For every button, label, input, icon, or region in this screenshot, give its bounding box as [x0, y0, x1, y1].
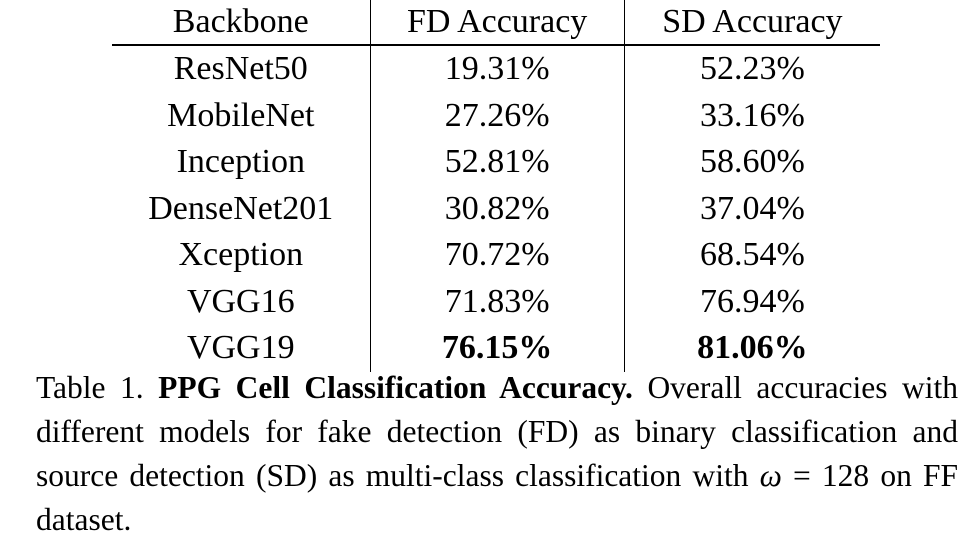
cell-backbone: Xception — [178, 236, 304, 274]
table-header-row: Backbone FD Accuracy SD Accuracy — [112, 0, 880, 46]
cell-sd-accuracy: 76.94% — [623, 278, 880, 325]
cell-sd-accuracy: 37.04% — [623, 185, 880, 232]
cell-sd-accuracy-best: 81.06% — [623, 325, 880, 372]
cell-fd-accuracy: 52.81% — [369, 139, 625, 186]
caption-title: PPG Cell Classification Accuracy. — [158, 370, 633, 405]
table-row: VGG16 71.83% 76.94% — [112, 278, 880, 325]
caption-text: Overall accuracies with different models… — [36, 370, 959, 493]
header-fd-accuracy: FD Accuracy — [369, 0, 625, 46]
table-row: ResNet50 19.31% 52.23% — [112, 45, 880, 93]
caption-text-end: = 128 on FF dataset. — [36, 458, 959, 537]
cell-sd-accuracy: 52.23% — [623, 45, 880, 93]
cell-fd-accuracy: 71.83% — [369, 278, 625, 325]
cell-fd-accuracy: 19.31% — [369, 45, 625, 93]
results-table-container: Backbone FD Accuracy SD Accuracy ResNet5… — [112, 0, 880, 372]
cell-backbone: DenseNet201 — [148, 189, 334, 227]
cell-sd-accuracy: 68.54% — [623, 232, 880, 279]
results-table: Backbone FD Accuracy SD Accuracy ResNet5… — [112, 0, 880, 372]
cell-sd-accuracy: 33.16% — [623, 92, 880, 139]
cell-backbone: MobileNet — [167, 96, 315, 134]
table-row: MobileNet 27.26% 33.16% — [112, 92, 880, 139]
caption-label: Table 1. — [36, 370, 144, 405]
table-caption: Table 1. PPG Cell Classification Accurac… — [36, 366, 958, 542]
table-row: DenseNet201 30.82% 37.04% — [112, 185, 880, 232]
header-backbone: Backbone — [112, 0, 371, 46]
cell-backbone: ResNet50 — [173, 50, 308, 88]
cell-backbone: VGG19 — [186, 329, 295, 367]
cell-fd-accuracy: 27.26% — [369, 92, 625, 139]
caption-omega-symbol: ω — [759, 458, 782, 493]
cell-backbone: VGG16 — [186, 282, 295, 320]
table-row-best: VGG19 76.15% 81.06% — [112, 325, 880, 372]
cell-sd-accuracy: 58.60% — [623, 139, 880, 186]
cell-backbone: Inception — [176, 143, 305, 181]
table-row: Inception 52.81% 58.60% — [112, 139, 880, 186]
cell-fd-accuracy: 70.72% — [369, 232, 625, 279]
cell-fd-accuracy: 30.82% — [369, 185, 625, 232]
table-row: Xception 70.72% 68.54% — [112, 232, 880, 279]
header-sd-accuracy: SD Accuracy — [623, 0, 880, 46]
cell-fd-accuracy-best: 76.15% — [369, 325, 625, 372]
